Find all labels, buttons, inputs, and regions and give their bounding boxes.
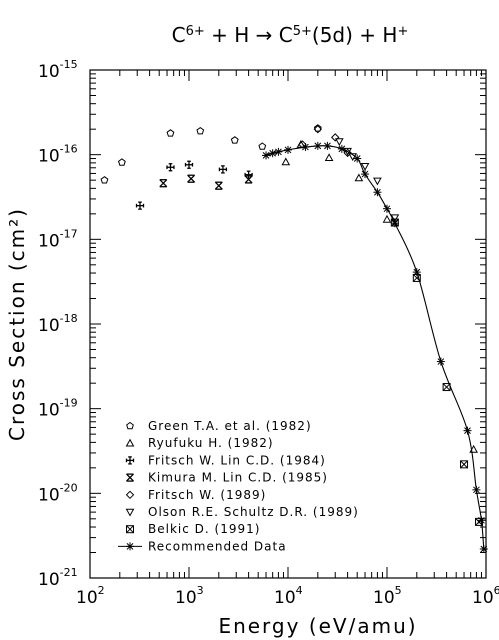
data-point-triangle-up — [469, 444, 478, 453]
data-point-x-bar — [187, 174, 196, 183]
data-point-asterisk — [313, 141, 322, 150]
data-point-diamond — [298, 140, 307, 149]
legend-entry: Olson R.E. Schultz D.R. (1989) — [148, 505, 359, 519]
data-point-pentagon — [100, 176, 109, 184]
data-point-diamond — [331, 133, 340, 142]
data-point-asterisk — [463, 426, 472, 435]
data-point-square-x — [460, 460, 469, 469]
data-point-x-bar — [214, 181, 223, 190]
recommended-data-line — [265, 145, 485, 550]
title-part-1: + H → C — [205, 23, 293, 47]
x-tick-label: 103 — [175, 584, 204, 608]
legend-marker-cross — [125, 456, 135, 465]
legend-marker-triangle-down — [125, 508, 135, 517]
data-point-asterisk — [373, 188, 382, 197]
data-point-asterisk — [390, 219, 399, 228]
legend-marker-square-x — [126, 525, 134, 534]
y-tick-label: 10-15 — [38, 58, 78, 82]
title-part-2: (5d) + H — [312, 23, 398, 47]
y-tick-label: 10-17 — [38, 227, 78, 251]
legend-entry: Kimura M. Lin C.D. (1985) — [148, 471, 328, 485]
data-point-triangle-down — [360, 162, 370, 171]
legend-marker-triangle-up — [125, 438, 135, 447]
data-point-asterisk — [284, 145, 292, 154]
x-tick-label: 102 — [76, 584, 105, 608]
legend-marker-pentagon — [126, 421, 134, 430]
title-sup-1: 5+ — [293, 24, 312, 39]
x-axis-label: Energy (eV/amu) — [218, 614, 417, 638]
data-point-x-bar — [244, 175, 253, 184]
legend-entry: Belkic D. (1991) — [148, 522, 260, 536]
x-tick-label: 105 — [373, 584, 402, 608]
data-point-asterisk — [477, 516, 486, 525]
data-point-asterisk — [472, 485, 481, 494]
data-point-asterisk — [337, 144, 346, 153]
series-marks — [100, 124, 488, 554]
data-point-pentagon — [118, 158, 126, 166]
data-point-triangle-up — [281, 157, 291, 166]
title-sup-0: 6+ — [186, 24, 205, 39]
y-tick-label: 10-21 — [38, 566, 78, 590]
data-point-cross — [218, 165, 228, 174]
title-part-0: C — [172, 23, 186, 47]
data-point-pentagon — [230, 136, 239, 144]
data-point-asterisk — [361, 170, 370, 179]
x-axis-ticks — [89, 70, 487, 578]
legend-entry: Recommended Data — [148, 539, 287, 553]
recommended-curve — [265, 145, 485, 550]
data-point-triangle-down — [390, 214, 400, 223]
data-point-asterisk — [412, 268, 421, 277]
y-axis-tick-labels: 10-15 10-16 10-17 10-18 10-19 10-20 10-21 — [38, 58, 78, 590]
data-point-triangle-down — [348, 153, 358, 162]
legend-entry: Green T.A. et al. (1982) — [148, 419, 312, 433]
y-tick-label: 10-16 — [38, 143, 78, 167]
chart-title: C6+ + H → C5+(5d) + H+ — [172, 23, 409, 47]
data-point-cross — [166, 163, 175, 172]
data-point-triangle-down — [334, 138, 344, 147]
data-point-x-bar — [159, 179, 168, 188]
data-point-pentagon — [258, 142, 267, 150]
data-point-triangle-down — [373, 177, 382, 186]
y-tick-label: 10-19 — [38, 397, 78, 421]
data-point-asterisk — [274, 147, 283, 156]
data-point-square-x — [412, 273, 421, 282]
legend-marker-asterisk — [126, 542, 134, 551]
y-tick-label: 10-20 — [38, 481, 78, 505]
title-sup-2: + — [397, 24, 408, 39]
data-point-asterisk — [301, 143, 310, 152]
data-point-asterisk — [268, 149, 277, 158]
data-point-asterisk — [436, 357, 445, 366]
legend-entry: Fritsch W. (1989) — [148, 488, 266, 502]
data-point-asterisk — [262, 151, 271, 160]
x-tick-label: 104 — [274, 584, 303, 608]
data-point-triangle-down — [343, 147, 352, 156]
legend-entry: Fritsch W. Lin C.D. (1984) — [148, 453, 326, 467]
data-point-asterisk — [323, 141, 332, 150]
data-point-asterisk — [479, 545, 488, 554]
legend-entry: Ryufuku H. (1982) — [148, 436, 274, 450]
data-point-asterisk — [353, 154, 362, 163]
data-point-diamond — [313, 124, 323, 134]
legend-marker-x-bar — [126, 473, 134, 482]
data-point-triangle-up — [354, 173, 364, 182]
x-tick-label: 106 — [472, 584, 499, 608]
data-point-cross — [135, 201, 145, 210]
data-point-pentagon — [313, 124, 322, 132]
data-point-triangle-up — [324, 153, 334, 162]
legend: Green T.A. et al. (1982) Ryufuku H. (1982… — [118, 419, 359, 553]
y-axis-label: Cross Section (cm²) — [5, 207, 29, 441]
data-point-asterisk — [383, 204, 391, 213]
y-tick-label: 10-18 — [38, 312, 78, 336]
data-point-triangle-up — [382, 214, 392, 223]
data-point-cross — [184, 160, 194, 169]
data-point-diamond — [343, 148, 352, 158]
data-point-pentagon — [196, 126, 205, 135]
data-point-square-x — [442, 383, 451, 392]
data-point-pentagon — [166, 129, 175, 137]
x-axis-tick-labels: 102 103 104 105 106 — [76, 584, 499, 608]
legend-marker-diamond — [125, 490, 135, 500]
